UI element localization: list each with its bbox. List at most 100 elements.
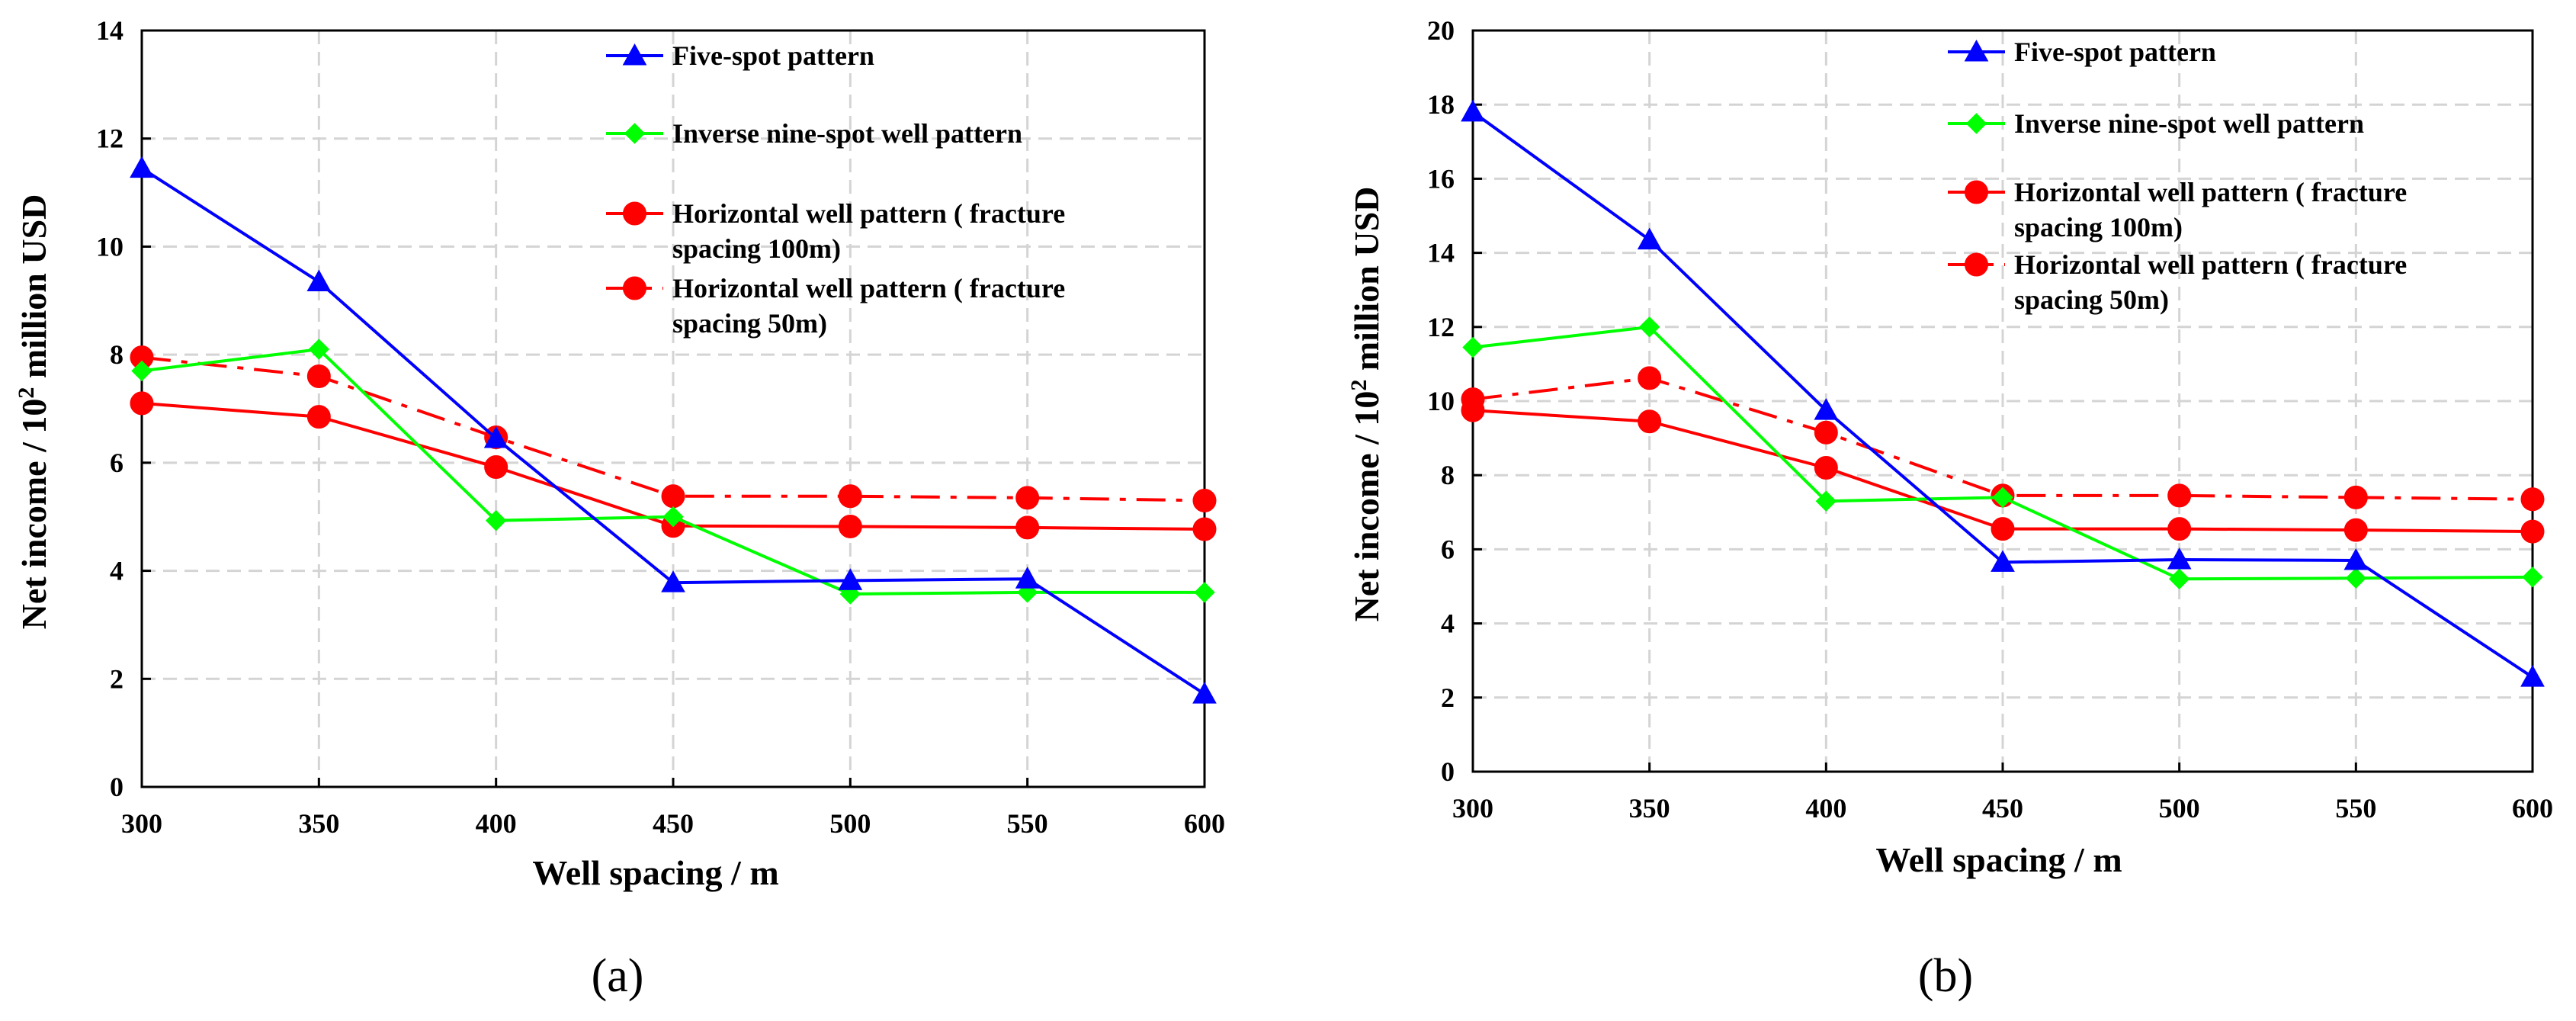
- data-point: [484, 455, 508, 480]
- y-tick-label: 2: [1441, 682, 1455, 713]
- data-point: [2520, 519, 2545, 544]
- x-tick-label: 350: [298, 808, 339, 839]
- data-point: [1991, 550, 2015, 572]
- x-tick-label: 450: [1982, 793, 2023, 824]
- data-point: [1015, 486, 1040, 510]
- x-tick-label: 350: [1629, 793, 1670, 824]
- data-point: [2522, 567, 2543, 588]
- x-axis-title: Well spacing / m: [532, 853, 778, 892]
- y-tick-label: 14: [96, 15, 124, 46]
- data-point: [483, 425, 508, 448]
- series-1: [1461, 99, 2545, 687]
- legend-swatch-marker: [624, 123, 646, 144]
- data-point: [1637, 227, 1662, 250]
- y-axis-title: Net income / 102 million USD: [14, 194, 54, 630]
- data-point: [1015, 515, 1040, 540]
- data-point: [1192, 517, 1217, 541]
- legend-swatch-marker: [1965, 180, 1988, 204]
- legend: Five-spot pattern Inverse nine-spot well …: [1948, 37, 2407, 315]
- legend-item: Inverse nine-spot well pattern: [1948, 108, 2364, 139]
- x-tick-label: 500: [829, 808, 871, 839]
- data-point: [2167, 483, 2192, 508]
- legend-item: Inverse nine-spot well pattern: [606, 118, 1022, 149]
- series-2: [1462, 316, 2543, 589]
- data-point: [1991, 517, 2015, 541]
- data-point: [2167, 517, 2192, 541]
- data-point: [1461, 398, 1485, 422]
- data-point: [308, 339, 330, 360]
- y-tick-label: 10: [96, 231, 124, 262]
- legend-label: Inverse nine-spot well pattern: [672, 118, 1022, 149]
- data-point: [838, 514, 862, 538]
- data-point: [2168, 568, 2190, 589]
- y-tick-label: 4: [1441, 608, 1455, 639]
- legend-label: Five-spot pattern: [672, 40, 874, 71]
- x-tick-label: 600: [2512, 793, 2553, 824]
- data-point: [662, 506, 684, 528]
- data-point: [1814, 420, 1838, 445]
- data-point: [1638, 409, 1662, 434]
- legend-label: spacing 100m): [2014, 212, 2183, 242]
- legend-item: Horizontal well pattern ( fracture spacin…: [1948, 249, 2407, 315]
- data-point: [2343, 547, 2369, 570]
- x-tick-label: 400: [1805, 793, 1846, 824]
- y-tick-label: 12: [96, 124, 124, 154]
- legend-swatch-marker: [1964, 39, 1989, 62]
- y-tick-label: 10: [1427, 386, 1455, 416]
- data-point: [838, 568, 863, 590]
- y-tick-label: 0: [1441, 756, 1455, 787]
- x-tick-label: 300: [121, 808, 162, 839]
- legend-swatch-marker: [622, 43, 647, 66]
- x-tick-label: 550: [2335, 793, 2376, 824]
- data-point: [131, 360, 152, 382]
- data-point: [1992, 486, 2013, 509]
- x-tick-label: 450: [653, 808, 694, 839]
- y-tick-label: 8: [110, 339, 124, 370]
- data-point: [1638, 316, 1660, 338]
- y-tick-label: 4: [110, 556, 124, 586]
- legend-label: Horizontal well pattern ( fracture: [2014, 177, 2407, 207]
- series-4: [130, 345, 1217, 512]
- data-point: [306, 364, 331, 388]
- x-tick-label: 550: [1007, 808, 1048, 839]
- x-tick-label: 600: [1184, 808, 1225, 839]
- legend-item: Horizontal well pattern ( fracture spacin…: [606, 198, 1065, 264]
- series-line: [1472, 325, 2533, 581]
- data-point: [838, 484, 862, 509]
- data-point: [485, 509, 507, 531]
- series-1: [130, 156, 1217, 704]
- y-tick-label: 20: [1427, 15, 1455, 46]
- y-tick-label: 12: [1427, 312, 1455, 342]
- data-point: [661, 570, 685, 592]
- panel-label: (b): [1918, 950, 1973, 1002]
- y-tick-label: 8: [1441, 460, 1455, 490]
- x-tick-label: 300: [1452, 793, 1493, 824]
- legend-swatch-marker: [623, 276, 646, 300]
- series-2: [131, 339, 1215, 605]
- data-point: [2343, 485, 2368, 509]
- data-point: [306, 269, 332, 291]
- legend-swatch-marker: [1965, 113, 1987, 134]
- legend-label: Five-spot pattern: [2014, 37, 2216, 67]
- y-tick-label: 6: [1441, 534, 1455, 564]
- data-point: [1194, 582, 1215, 603]
- series-line: [141, 347, 1205, 596]
- data-point: [130, 156, 154, 178]
- data-point: [1638, 366, 1662, 390]
- series-3: [1461, 398, 2545, 544]
- data-point: [661, 484, 685, 509]
- data-point: [1814, 455, 1838, 480]
- y-tick-label: 14: [1427, 238, 1455, 268]
- panel-label: (a): [592, 950, 644, 1002]
- chart-panel-2: 0 2 4 6 8 10 12 14 16 18 20 300 350 400 450 500 550 600 We…: [1346, 15, 2554, 879]
- legend-item: Five-spot pattern: [1948, 37, 2216, 67]
- data-point: [2520, 487, 2545, 512]
- legend-swatch-marker: [1965, 252, 1988, 277]
- data-point: [1815, 490, 1837, 512]
- data-point: [306, 405, 331, 429]
- data-point: [1461, 99, 1485, 122]
- y-tick-label: 2: [110, 663, 124, 694]
- legend: Five-spot pattern Inverse nine-spot well …: [606, 40, 1065, 339]
- x-axis-title: Well spacing / m: [1875, 840, 2122, 879]
